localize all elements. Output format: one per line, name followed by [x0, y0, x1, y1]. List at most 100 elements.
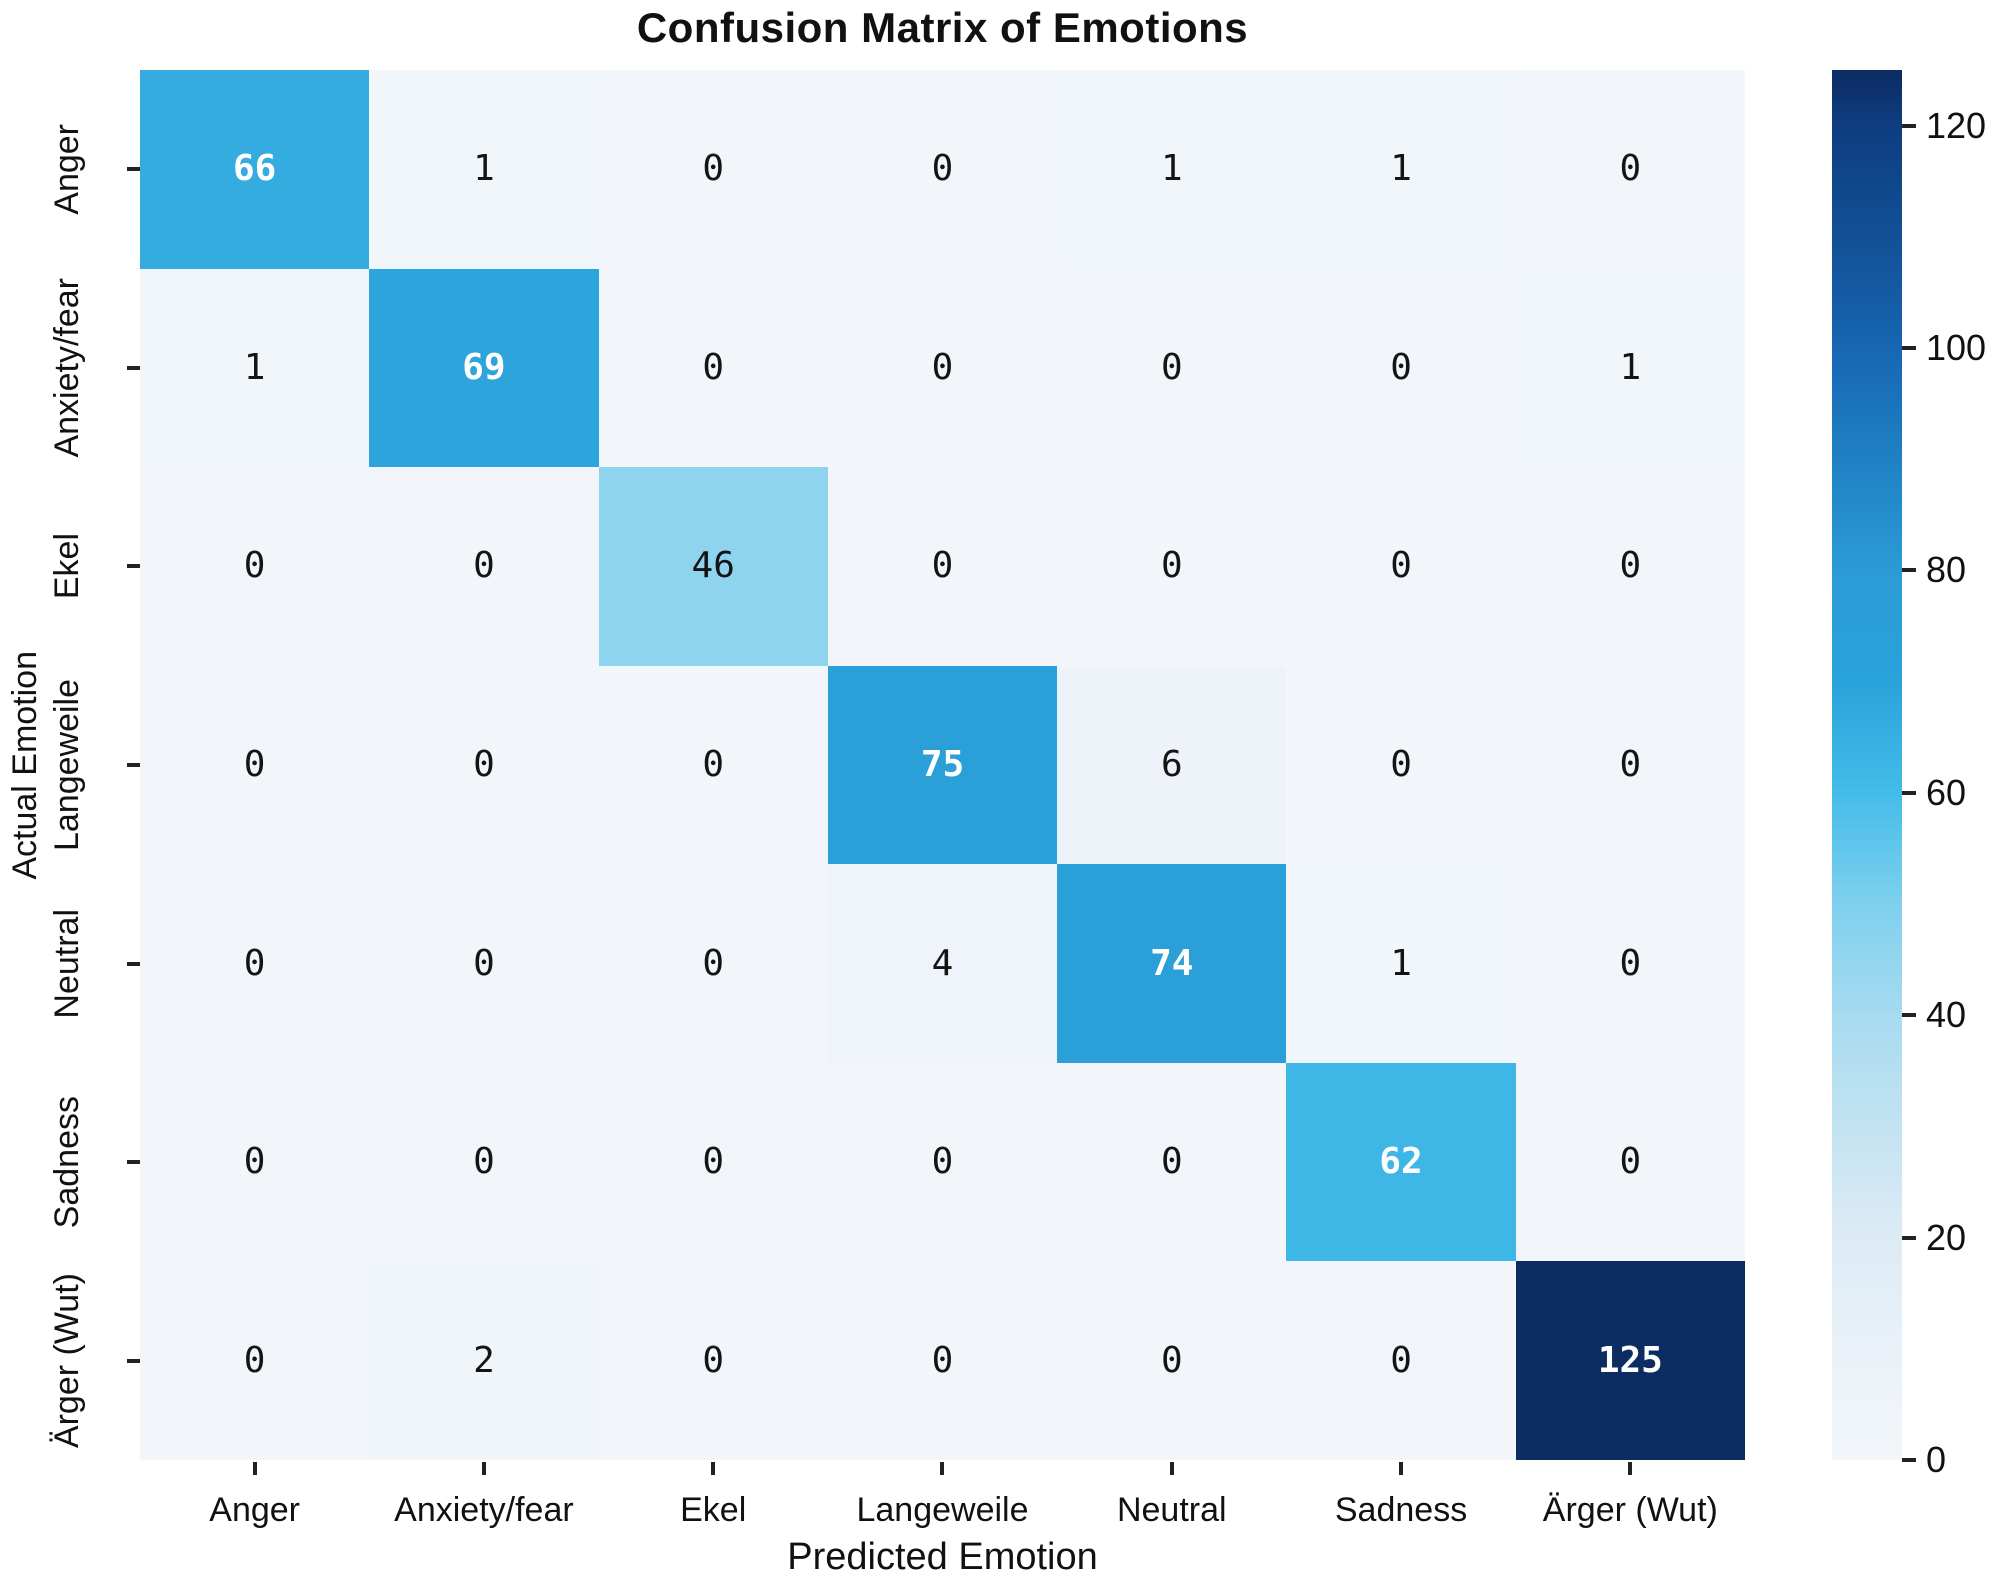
y-tick: Langeweile [48, 666, 140, 865]
cell-value: 46 [691, 545, 735, 587]
heatmap-cell: 0 [1515, 665, 1745, 865]
cell-value: 1 [243, 346, 266, 388]
cell-value: 0 [1619, 148, 1642, 190]
heatmap-cell: 2 [369, 1261, 599, 1460]
cell-value: 0 [1619, 545, 1642, 587]
x-tick: Anxiety/fear [369, 1460, 598, 1532]
x-tick-label: Ekel [680, 1491, 747, 1529]
cell-value: 0 [243, 942, 266, 984]
heatmap-cell: 0 [1515, 864, 1745, 1063]
heatmap-cell: 0 [827, 268, 1058, 468]
heatmap-cell: 1 [1515, 268, 1745, 468]
cell-value: 1 [1390, 942, 1412, 984]
heatmap-cell: 0 [598, 864, 828, 1063]
x-tick-label: Anger [209, 1491, 300, 1529]
colorbar-tick-mark [1902, 346, 1916, 350]
y-tick: Anger [48, 70, 140, 269]
cell-value: 0 [931, 148, 954, 190]
x-tick: Ekel [599, 1460, 828, 1532]
cell-value: 125 [1597, 1339, 1663, 1381]
heatmap-cell: 0 [1057, 467, 1287, 666]
heatmap-cell: 6 [1057, 665, 1287, 865]
x-axis: Anger Anxiety/fear Ekel Langeweile Neutral Sa… [140, 1460, 1745, 1532]
cell-value: 69 [462, 346, 506, 388]
cell-value: 0 [1619, 942, 1642, 984]
heatmap-cell: 0 [1057, 1062, 1287, 1262]
x-tick-label: Sadness [1334, 1491, 1468, 1529]
y-tick-mark [127, 1358, 140, 1363]
x-tick-mark [1399, 1462, 1404, 1475]
cell-value: 62 [1379, 1141, 1423, 1183]
cell-value: 0 [1390, 545, 1412, 587]
cell-value: 0 [931, 1339, 954, 1381]
cell-value: 1 [1619, 346, 1642, 388]
colorbar-tick-label: 20 [1926, 1216, 1967, 1258]
x-tick-label: Langeweile [856, 1491, 1029, 1529]
cell-value: 0 [931, 346, 954, 388]
cell-value: 0 [702, 148, 725, 190]
y-tick-mark [127, 763, 140, 768]
cell-value: 1 [1160, 148, 1183, 190]
cell-value: 0 [702, 1141, 725, 1183]
y-tick: Ekel [48, 467, 140, 666]
cell-value: 0 [473, 942, 495, 984]
x-tick-mark [711, 1462, 716, 1475]
y-tick-label: Sadness [48, 1096, 86, 1229]
x-tick-label: Ärger (Wut) [1542, 1491, 1718, 1529]
heatmap-cell: 0 [369, 665, 599, 865]
heatmap-cell: 0 [140, 1261, 370, 1460]
y-tick-mark [127, 167, 140, 172]
colorbar-tick-mark [1902, 123, 1916, 128]
y-tick-label: Langeweile [48, 679, 86, 852]
cell-value: 0 [702, 743, 725, 785]
colorbar-tick-label: 80 [1926, 549, 1967, 591]
cell-value: 0 [473, 1141, 495, 1183]
heatmap-cell: 0 [1057, 268, 1287, 468]
cell-value: 1 [473, 148, 495, 190]
cell-value: 0 [473, 743, 495, 785]
x-tick-mark [252, 1462, 257, 1475]
cell-value: 74 [1150, 942, 1194, 984]
cell-value: 0 [1390, 743, 1412, 785]
heatmap-cell: 0 [140, 1062, 370, 1262]
x-axis-label: Predicted Emotion [787, 1536, 1098, 1578]
y-tick-label: Anger [48, 123, 86, 215]
cell-value: 0 [1390, 1339, 1412, 1381]
y-tick-label: Anxiety/fear [48, 278, 86, 458]
heatmap-cell: 1 [140, 268, 370, 468]
heatmap-cell: 0 [369, 1062, 599, 1262]
cell-value: 0 [931, 1141, 954, 1183]
heatmap-cell: 0 [369, 864, 599, 1063]
y-tick: Ärger (Wut) [48, 1261, 140, 1460]
cell-value: 0 [702, 942, 725, 984]
cell-value: 0 [1619, 1141, 1642, 1183]
heatmap-cell: 0 [1286, 467, 1516, 666]
cell-value: 0 [473, 545, 495, 587]
cell-value: 1 [1390, 148, 1412, 190]
heatmap-cell: 69 [369, 268, 599, 468]
heatmap-cell: 0 [598, 665, 828, 865]
heatmap-cell: 1 [1057, 70, 1287, 269]
heatmap-cell: 0 [1286, 665, 1516, 865]
y-axis-label-text: Actual Emotion [5, 650, 44, 880]
heatmap-cell: 0 [1057, 1261, 1287, 1460]
x-tick-mark [1628, 1462, 1633, 1475]
heatmap-cell: 75 [827, 665, 1058, 865]
heatmap-cell: 0 [140, 864, 370, 1063]
x-tick: Ärger (Wut) [1516, 1460, 1745, 1532]
heatmap-cell: 0 [827, 1062, 1058, 1262]
cell-value: 66 [232, 148, 277, 190]
x-tick-label: Neutral [1116, 1491, 1227, 1529]
x-tick: Langeweile [828, 1460, 1057, 1532]
chart-title: Confusion Matrix of Emotions [636, 4, 1249, 51]
colorbar-tick-label: 40 [1926, 994, 1967, 1036]
x-tick-label: Anxiety/fear [394, 1491, 574, 1529]
cell-value: 0 [243, 545, 266, 587]
heatmap-cell: 125 [1515, 1261, 1745, 1460]
cell-value: 0 [243, 1339, 266, 1381]
heatmap-cell: 74 [1057, 864, 1287, 1063]
colorbar-tick-label: 100 [1926, 327, 1987, 368]
x-tick: Sadness [1286, 1460, 1515, 1532]
heatmap-cell: 0 [598, 70, 828, 269]
colorbar-tick-mark [1902, 1458, 1916, 1462]
